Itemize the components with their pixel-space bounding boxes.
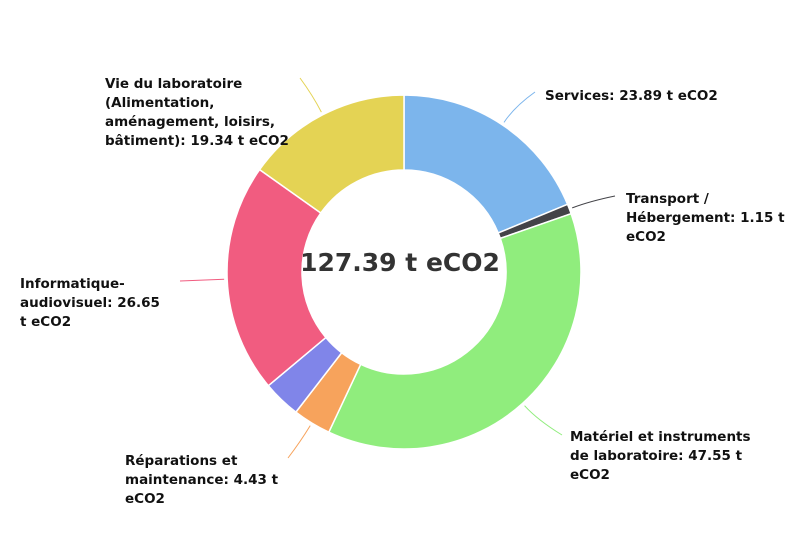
label-reparations-maintenance: Réparations et maintenance: 4.43 t eCO2 <box>125 453 279 507</box>
connector-materiel-et-instruments-de-laboratoire <box>524 405 563 436</box>
connector-informatique-audiovisuel <box>179 278 225 282</box>
slice-services[interactable] <box>403 94 569 234</box>
connector-transport-hebergement <box>572 195 616 209</box>
connector-reparations-et-maintenance <box>287 425 311 459</box>
label-informatique-audiovisuel: Informatique-audiovisuel: 26.65 t eCO2 <box>20 276 160 330</box>
connector-vie-du-laboratoire-alimentation-amenagement-loisirs-batiment <box>299 77 322 113</box>
connector-services <box>503 91 536 123</box>
label-vie-du-laboratoire: Vie du laboratoire (Alimentation, aménag… <box>105 76 289 149</box>
label-materiel-instruments: Matériel et instruments de laboratoire: … <box>570 429 751 483</box>
slice-vie-du-laboratoire-alimentation-amenagement-loisirs-batiment[interactable] <box>258 94 405 214</box>
center-total-label: 127.39 t eCO2 <box>300 248 500 277</box>
slice-materiel-et-instruments-de-laboratoire[interactable] <box>328 212 582 450</box>
label-services: Services: 23.89 t eCO2 <box>545 88 718 104</box>
slice-informatique-audiovisuel[interactable] <box>226 168 327 387</box>
label-transport-hebergement: Transport / Hébergement: 1.15 t eCO2 <box>626 191 785 245</box>
